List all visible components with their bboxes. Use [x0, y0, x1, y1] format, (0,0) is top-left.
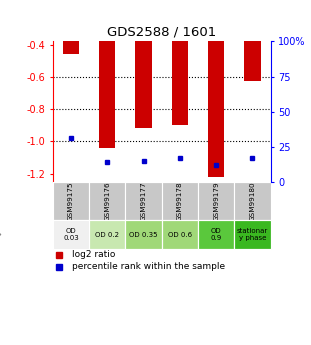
Bar	[162, 182, 198, 220]
Bar	[244, 41, 261, 81]
Text: OD
0.9: OD 0.9	[211, 228, 222, 241]
Text: GDS2588 / 1601: GDS2588 / 1601	[107, 26, 216, 39]
Text: GSM99178: GSM99178	[177, 181, 183, 221]
Text: OD 0.35: OD 0.35	[129, 231, 158, 237]
Bar	[198, 182, 234, 220]
Bar	[63, 41, 79, 54]
Bar	[125, 182, 162, 220]
Text: OD
0.03: OD 0.03	[63, 228, 79, 241]
Text: OD 0.6: OD 0.6	[168, 231, 192, 237]
Bar	[162, 220, 198, 249]
Text: GSM99180: GSM99180	[249, 181, 255, 221]
Text: log2 ratio: log2 ratio	[72, 250, 116, 259]
Text: GSM99176: GSM99176	[104, 181, 110, 221]
Text: GSM99175: GSM99175	[68, 181, 74, 221]
Bar	[125, 220, 162, 249]
Bar	[208, 41, 224, 177]
Text: OD 0.2: OD 0.2	[95, 231, 119, 237]
Bar	[99, 41, 115, 148]
Bar	[198, 220, 234, 249]
Bar	[89, 220, 125, 249]
Bar	[53, 182, 89, 220]
Bar	[135, 41, 152, 128]
Text: stationar
y phase: stationar y phase	[237, 228, 268, 241]
Bar	[234, 220, 271, 249]
Text: percentile rank within the sample: percentile rank within the sample	[72, 262, 225, 271]
Bar	[89, 182, 125, 220]
Bar	[234, 182, 271, 220]
Bar	[53, 220, 89, 249]
Bar	[172, 41, 188, 125]
Text: GSM99177: GSM99177	[141, 181, 146, 221]
Text: GSM99179: GSM99179	[213, 181, 219, 221]
